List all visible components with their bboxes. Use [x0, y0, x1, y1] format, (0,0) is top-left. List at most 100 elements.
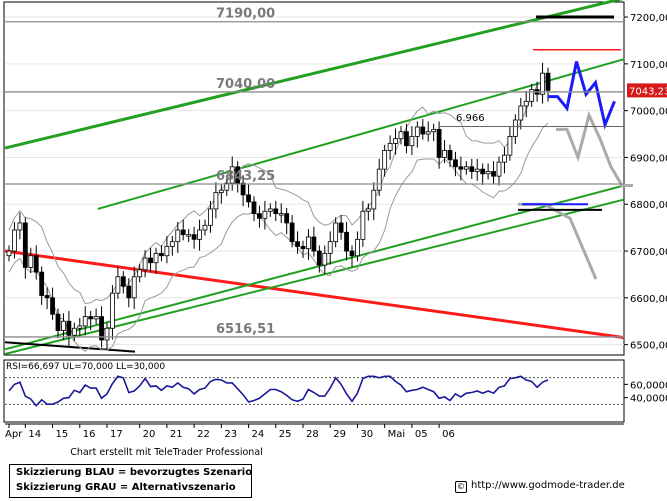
time-tick-label: 24 [252, 429, 265, 440]
candle-body [229, 166, 235, 184]
candle-body [142, 257, 148, 271]
candle-body [376, 168, 382, 191]
candle-body [202, 224, 208, 231]
rsi-panel-frame [3, 359, 625, 423]
candle-body [447, 150, 453, 161]
candle-body [463, 166, 469, 170]
candle-body [306, 236, 311, 250]
candle-body [120, 276, 126, 287]
candle-body [6, 250, 12, 257]
time-tick-label: 29 [333, 429, 346, 440]
time-tick-label: 16 [83, 429, 96, 440]
candle-body [540, 72, 545, 95]
candle-body [110, 292, 115, 329]
candle-body [322, 252, 328, 266]
candle-body [316, 250, 322, 266]
price-tick-label: 6900,000 [630, 153, 667, 164]
candle-body [12, 229, 17, 252]
candle-body [175, 229, 181, 243]
source-link[interactable]: © http://www.godmode-trader.de [455, 480, 625, 493]
candle-body [420, 126, 426, 135]
last-price-label: 7043,23 [629, 86, 667, 97]
candle-body [545, 72, 551, 91]
trendline-green-lower-2 [4, 198, 625, 355]
candle-body [327, 241, 333, 254]
price-tick-label: 6500,000 [630, 341, 667, 352]
rsi-indicator: 60,0000 40,0000 [5, 375, 667, 407]
scenario-legend: Skizzierung BLAU = bevorzugtes Szenario … [9, 464, 252, 498]
candle-body [159, 252, 164, 257]
candle-body [458, 166, 464, 170]
candle-body [529, 89, 535, 102]
candle-body [191, 234, 197, 240]
time-tick-label: Mai [388, 429, 406, 440]
candle-body [355, 238, 360, 257]
legend-blue-text: Skizzierung BLAU = bevorzugtes Szenario [16, 467, 253, 478]
horizontal-levels: 7190,00 7040,00 6843,25 6516,51 [5, 7, 624, 338]
candle-body [17, 222, 23, 231]
time-tick-label: 20 [143, 429, 156, 440]
candle-body [153, 252, 159, 264]
candle-body [61, 320, 66, 331]
price-tick-label: 7200,000 [630, 13, 667, 24]
candle-body [55, 313, 61, 332]
candle-body [218, 189, 224, 193]
legend-grey-text: Skizzierung GRAU = Alternativszenario [16, 482, 236, 493]
rsi-label: RSI=66,697 UL=70,000 LL=30,000 [6, 362, 165, 372]
candle-body [39, 271, 45, 296]
candle-body [180, 229, 186, 236]
candle-body [267, 208, 273, 212]
candle-body [257, 213, 262, 219]
scenario-blue-line [548, 61, 616, 130]
band-upper [8, 73, 549, 305]
candle-body [393, 138, 398, 144]
trendline-green-mid-channel [97, 58, 625, 210]
time-axis: Apr 14 15 16 17 20 21 22 23 24 25 28 29 30 Mai 05 06 [5, 423, 624, 440]
trendline-black-base [4, 341, 136, 353]
level-label: 7040,00 [216, 77, 275, 92]
price-tick-label: 6600,000 [630, 294, 667, 305]
candle-body [485, 171, 491, 175]
candle-body [246, 194, 251, 203]
price-note-label: 6.966 [456, 113, 485, 124]
candle-body [453, 159, 458, 168]
candle-body [137, 269, 143, 278]
candle-body [99, 316, 104, 341]
candle-body [398, 131, 404, 140]
candle-body [131, 276, 137, 299]
candle-body [382, 150, 388, 170]
candle-body [273, 208, 279, 214]
candle-body [360, 210, 366, 240]
candle-body [88, 316, 94, 320]
candle-body [371, 189, 377, 210]
candle-body [208, 208, 213, 226]
candle-body [164, 245, 170, 257]
trendline-green-upper-channel [4, 0, 624, 150]
candle-body [66, 320, 72, 336]
candlesticks [6, 62, 551, 350]
time-tick-label: 28 [306, 429, 319, 440]
candle-body [502, 154, 507, 163]
candle-body [404, 131, 409, 147]
time-tick-label: Apr [5, 429, 23, 440]
level-label: 6516,51 [216, 322, 275, 337]
candle-body [77, 325, 83, 329]
rsi-tick-label: 40,0000 [630, 394, 667, 405]
time-tick-label: 15 [56, 429, 69, 440]
price-tick-label: 7100,000 [630, 60, 667, 71]
candle-body [431, 128, 437, 133]
level-label: 6843,25 [216, 169, 275, 184]
candle-body [480, 168, 486, 175]
candle-body [33, 255, 39, 273]
band-lower [8, 122, 549, 352]
candle-body [409, 135, 415, 147]
trendlines [4, 0, 625, 355]
candle-body [284, 213, 290, 224]
source-url: http://www.godmode-trader.de [471, 480, 625, 491]
candle-body [44, 295, 50, 299]
candle-body [333, 222, 339, 243]
scenario-grey-line [556, 110, 633, 187]
candle-body [148, 257, 153, 264]
candle-body [71, 327, 77, 336]
